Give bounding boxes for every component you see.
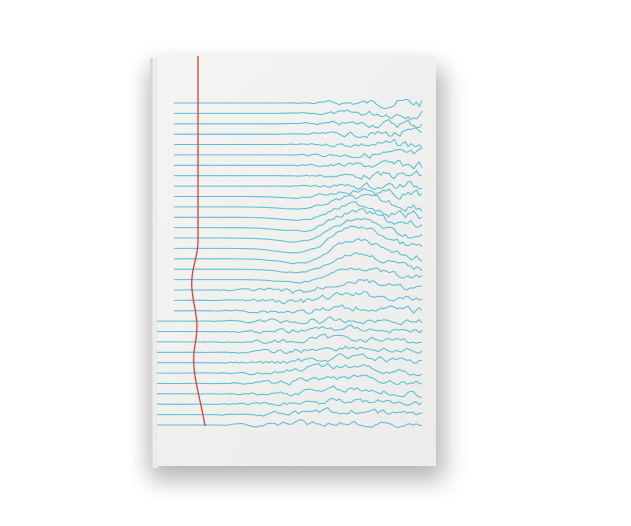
ruled-line-13 xyxy=(174,208,423,232)
margin-line xyxy=(191,56,206,427)
ruled-line-24 xyxy=(157,333,423,345)
ruled-line-14 xyxy=(174,218,423,243)
ruled-line-26 xyxy=(157,353,423,365)
ruled-line-4 xyxy=(174,127,423,139)
ruled-line-31 xyxy=(157,407,422,417)
ruled-line-8 xyxy=(174,170,423,180)
ruled-line-9 xyxy=(174,181,423,191)
ruled-line-32 xyxy=(157,419,423,429)
ruled-line-6 xyxy=(174,148,423,159)
ruled-line-17 xyxy=(174,251,423,274)
ruled-line-16 xyxy=(174,238,423,265)
notebook-spine xyxy=(150,58,159,468)
ruled-line-27 xyxy=(157,362,423,377)
ruled-line-23 xyxy=(157,324,423,334)
ruled-lines-group xyxy=(156,98,423,429)
ruled-line-29 xyxy=(157,385,423,399)
ruled-line-22 xyxy=(157,316,423,326)
ruled-line-28 xyxy=(156,374,423,386)
ruled-line-19 xyxy=(174,278,422,294)
ruled-line-11 xyxy=(174,193,423,213)
ruled-line-2 xyxy=(174,109,423,120)
ruled-line-10 xyxy=(174,187,423,200)
ruled-line-21 xyxy=(173,304,423,315)
ruled-line-1 xyxy=(174,98,423,110)
ruled-line-3 xyxy=(174,118,423,129)
ruled-line-18 xyxy=(174,267,423,284)
ruled-line-20 xyxy=(174,291,423,305)
ruled-line-7 xyxy=(174,160,423,170)
ruled-line-12 xyxy=(174,201,423,222)
ruled-line-5 xyxy=(174,138,423,149)
ruled-line-15 xyxy=(174,225,423,254)
ruled-line-25 xyxy=(157,345,423,355)
